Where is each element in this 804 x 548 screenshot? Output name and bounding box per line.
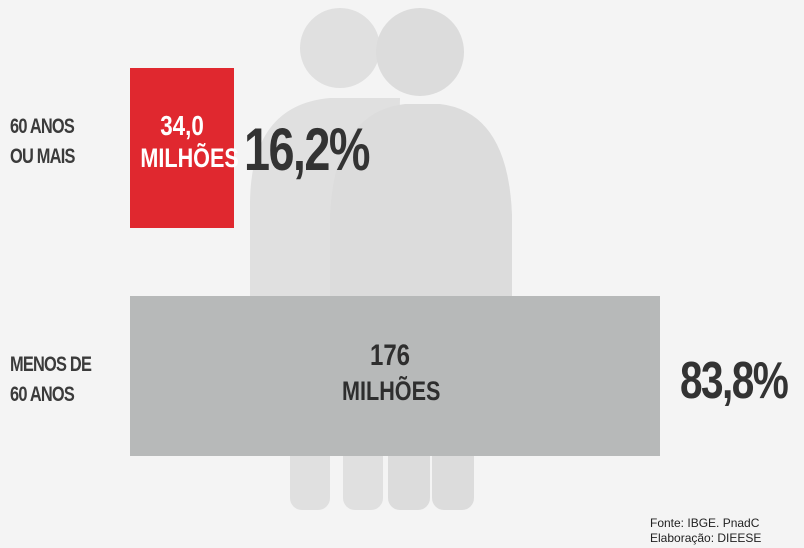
- category-label-older: 60 ANOS OU MAIS: [10, 112, 75, 172]
- category-label-younger: MENOS DE 60 ANOS: [10, 350, 92, 410]
- bar-younger: [130, 296, 660, 456]
- bar-unit-label: MILHÕES: [140, 143, 239, 173]
- bar-value-label: 34,0: [160, 110, 204, 141]
- bar-older: [130, 68, 234, 228]
- bar-value-label: 176: [369, 339, 411, 372]
- source-line: Fonte: IBGE. PnadC: [650, 516, 760, 530]
- share-label-younger: 83,8%: [680, 352, 789, 410]
- share-label-older: 16,2%: [244, 116, 370, 183]
- source-note: Fonte: IBGE. PnadC Elaboração: DIEESE: [650, 516, 761, 546]
- category-label-line: OU MAIS: [10, 145, 75, 168]
- bar-younger-text: 176 MILHÕES: [342, 338, 441, 408]
- category-label-line: MENOS DE: [10, 353, 92, 376]
- bar-unit-label: MILHÕES: [342, 376, 441, 406]
- source-line: Elaboração: DIEESE: [650, 531, 762, 545]
- category-label-line: 60 ANOS: [10, 383, 75, 406]
- bar-older-text: 34,0 MILHÕES: [140, 110, 239, 174]
- category-label-line: 60 ANOS: [10, 115, 75, 138]
